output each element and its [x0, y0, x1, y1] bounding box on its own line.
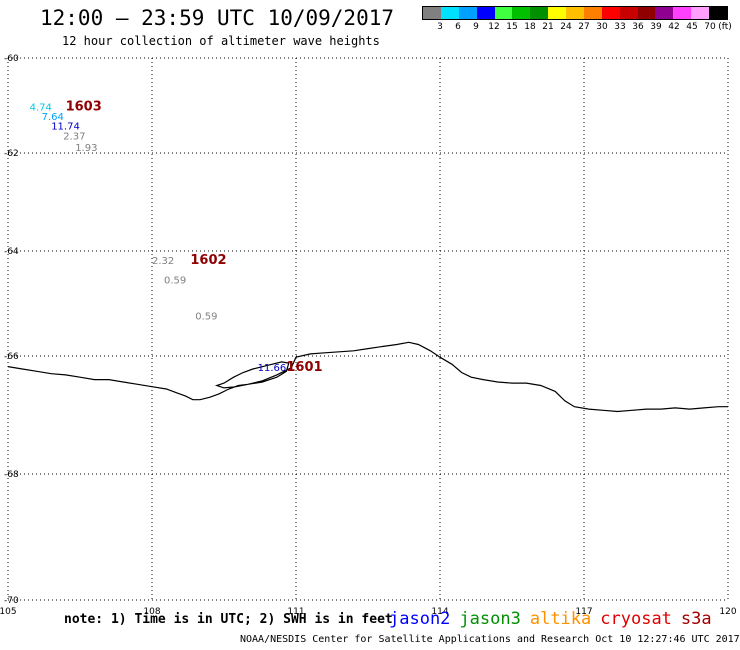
- pass-number-label: 1602: [190, 253, 226, 268]
- wave-height-value: 0.59: [195, 311, 217, 322]
- color-legend-bar: [422, 6, 728, 20]
- x-tick-label: 108: [143, 607, 160, 617]
- mission-label: altika: [529, 609, 592, 629]
- chart-subtitle: 12 hour collection of altimeter wave hei…: [62, 34, 380, 48]
- legend-label: 15: [506, 22, 518, 32]
- legend-label: 39: [650, 22, 662, 32]
- legend-label: 24: [560, 22, 572, 32]
- legend-swatch: [440, 7, 459, 19]
- legend-label: 18: [524, 22, 536, 32]
- legend-label: 30: [596, 22, 608, 32]
- y-tick-label: -68: [4, 470, 19, 480]
- wave-height-value: 2.37: [63, 132, 85, 143]
- y-tick-label: -62: [4, 149, 19, 159]
- legend-swatch: [548, 7, 566, 19]
- legend-swatch: [655, 7, 674, 19]
- y-tick-label: -66: [4, 352, 19, 362]
- footer-credit: NOAA/NESDIS Center for Satellite Applica…: [240, 634, 740, 645]
- legend-swatch: [530, 7, 549, 19]
- legend-label: 9: [473, 22, 479, 32]
- mission-label: s3a: [680, 609, 712, 629]
- legend-label: 12: [488, 22, 500, 32]
- map-gridlines: [7, 57, 729, 601]
- wave-height-value: 11.74: [51, 121, 80, 132]
- mission-label: jason2: [389, 609, 451, 629]
- units-note: note: 1) Time is in UTC; 2) SWH is in fe…: [64, 612, 393, 627]
- coastline: [7, 341, 728, 413]
- wave-height-value: 2.32: [152, 256, 174, 267]
- pass-number-label: 1601: [286, 360, 322, 375]
- legend-swatch: [601, 7, 620, 19]
- pass-number-label: 1603: [66, 99, 102, 114]
- wave-height-value: 11.66: [258, 363, 287, 374]
- x-tick-label: 105: [0, 607, 17, 617]
- x-tick-label: 111: [287, 607, 304, 617]
- legend-label: 33: [614, 22, 626, 32]
- y-tick-label: -64: [4, 247, 19, 257]
- legend-label: (ft): [718, 22, 732, 32]
- legend-swatch: [476, 7, 495, 19]
- wave-height-value: 1.93: [75, 143, 97, 154]
- legend-swatch: [494, 7, 513, 19]
- legend-label: 42: [668, 22, 680, 32]
- legend-swatch: [709, 7, 727, 19]
- legend-swatch: [619, 7, 638, 19]
- x-tick-label: 117: [575, 607, 592, 617]
- legend-label: 3: [437, 22, 443, 32]
- x-tick-label: 120: [719, 607, 736, 617]
- legend-label: 21: [542, 22, 554, 32]
- chart-title: 12:00 – 23:59 UTC 10/09/2017: [40, 6, 395, 30]
- mission-label: cryosat: [600, 609, 672, 629]
- legend-label: 36: [632, 22, 644, 32]
- legend-swatch: [512, 7, 531, 19]
- legend-swatch: [423, 7, 441, 19]
- legend-label: 45: [686, 22, 698, 32]
- legend-label: 6: [455, 22, 461, 32]
- y-tick-label: -70: [4, 596, 19, 606]
- legend-label: 27: [578, 22, 590, 32]
- mission-legend: jason2 jason3 altika cryosat s3a: [389, 609, 721, 629]
- wave-height-value: 4.74: [30, 102, 52, 113]
- wave-height-labels: 4.747.6411.742.371.932.320.590.5911.6616…: [30, 99, 323, 375]
- legend-swatch: [458, 7, 477, 19]
- mission-label: jason3: [459, 609, 521, 629]
- x-tick-label: 114: [431, 607, 448, 617]
- legend-swatch: [583, 7, 602, 19]
- y-tick-label: -60: [4, 54, 19, 64]
- legend-label: 70: [704, 22, 716, 32]
- legend-swatch: [566, 7, 584, 19]
- wave-height-value: 7.64: [42, 112, 64, 123]
- wave-height-value: 0.59: [164, 276, 186, 287]
- legend-swatch: [691, 7, 709, 19]
- color-legend-labels: 3 6 9 12 15 18 21 24 27 30 33 36 39 42 45 70 (ft): [422, 22, 740, 34]
- map-tick-labels: 105 108 111 114 117 120 -60 -62 -64 -66 -68 -70: [0, 54, 737, 617]
- legend-swatch: [673, 7, 692, 19]
- legend-swatch: [637, 7, 656, 19]
